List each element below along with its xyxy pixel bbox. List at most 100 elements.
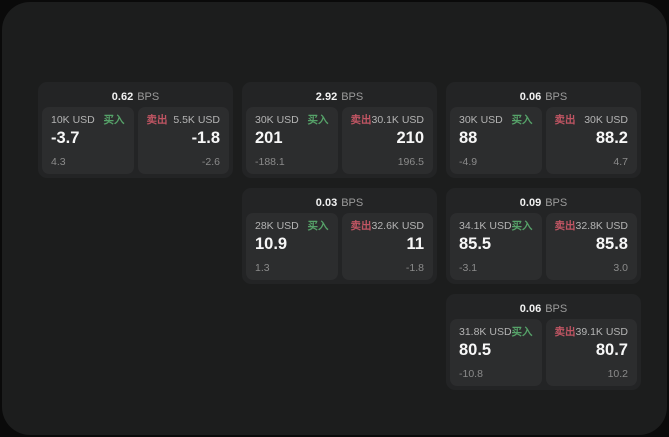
- quote-card-body: 30K USD 买入 88 -4.9 卖出 30K USD 88.2 4.7: [450, 107, 637, 174]
- buy-tile-header: 10K USD 买入: [51, 114, 125, 126]
- sell-delta: 3.0: [613, 262, 628, 274]
- buy-side-label: 买入: [307, 114, 329, 126]
- sell-price: 11: [406, 235, 424, 253]
- sell-side-label: 卖出: [146, 114, 168, 126]
- buy-amount: 30K USD: [459, 114, 503, 126]
- sell-delta: 196.5: [397, 156, 424, 168]
- sell-amount: 30K USD: [584, 114, 628, 126]
- quote-card: 2.92 BPS 30K USD 买入 201 -188.1 卖出 30.1K …: [242, 82, 437, 178]
- buy-delta: -10.8: [459, 368, 483, 380]
- buy-amount: 10K USD: [51, 114, 95, 126]
- bps-value: 0.03: [315, 196, 338, 209]
- quote-card-body: 31.8K USD 买入 80.5 -10.8 卖出 39.1K USD 80.…: [450, 319, 637, 386]
- bps-value: 0.06: [519, 90, 542, 103]
- sell-price: 85.8: [595, 235, 628, 253]
- bps-header: 0.06 BPS: [450, 86, 637, 107]
- buy-price: 201: [255, 129, 283, 147]
- sell-delta: 10.2: [607, 368, 628, 380]
- sell-quote-tile[interactable]: 卖出 30.1K USD 210 196.5: [341, 107, 433, 174]
- bps-unit-label: BPS: [545, 90, 568, 103]
- sell-side-label: 卖出: [350, 114, 372, 126]
- sell-amount: 32.6K USD: [371, 220, 425, 232]
- quote-card-body: 28K USD 买入 10.9 1.3 卖出 32.6K USD 11 -1.8: [246, 213, 433, 280]
- bps-unit-label: BPS: [545, 196, 568, 209]
- buy-delta: -3.1: [459, 262, 478, 274]
- sell-price: -1.8: [191, 129, 220, 147]
- buy-tile-header: 30K USD 买入: [255, 114, 329, 126]
- sell-quote-tile[interactable]: 卖出 32.6K USD 11 -1.8: [341, 213, 433, 280]
- buy-quote-tile[interactable]: 34.1K USD 买入 85.5 -3.1: [450, 213, 542, 280]
- buy-tile-header: 31.8K USD 买入: [459, 326, 533, 338]
- sell-quote-tile[interactable]: 卖出 32.8K USD 85.8 3.0: [545, 213, 637, 280]
- bps-value: 0.09: [519, 196, 542, 209]
- sell-tile-header: 卖出 32.6K USD: [351, 220, 425, 232]
- buy-quote-tile[interactable]: 28K USD 买入 10.9 1.3: [246, 213, 338, 280]
- buy-side-label: 买入: [511, 220, 533, 232]
- buy-tile-header: 28K USD 买入: [255, 220, 329, 232]
- sell-tile-header: 卖出 32.8K USD: [555, 220, 629, 232]
- buy-price: -3.7: [51, 129, 80, 147]
- buy-delta: 4.3: [51, 156, 66, 168]
- bps-value: 2.92: [315, 90, 338, 103]
- sell-delta: 4.7: [613, 156, 628, 168]
- bps-header: 2.92 BPS: [246, 86, 433, 107]
- buy-side-label: 买入: [511, 326, 533, 338]
- bps-header: 0.03 BPS: [246, 192, 433, 213]
- buy-quote-tile[interactable]: 31.8K USD 买入 80.5 -10.8: [450, 319, 542, 386]
- quote-card-body: 10K USD 买入 -3.7 4.3 卖出 5.5K USD -1.8 -2.…: [42, 107, 229, 174]
- quote-card: 0.03 BPS 28K USD 买入 10.9 1.3 卖出 32.6K US…: [242, 188, 437, 284]
- buy-delta: -188.1: [255, 156, 285, 168]
- buy-amount: 30K USD: [255, 114, 299, 126]
- quote-card: 0.06 BPS 30K USD 买入 88 -4.9 卖出 30K USD 8…: [446, 82, 641, 178]
- quote-card: 0.06 BPS 31.8K USD 买入 80.5 -10.8 卖出 39.1…: [446, 294, 641, 390]
- quote-card: 0.09 BPS 34.1K USD 买入 85.5 -3.1 卖出 32.8K…: [446, 188, 641, 284]
- bps-value: 0.06: [519, 302, 542, 315]
- bps-header: 0.62 BPS: [42, 86, 229, 107]
- sell-amount: 39.1K USD: [575, 326, 629, 338]
- buy-quote-tile[interactable]: 30K USD 买入 88 -4.9: [450, 107, 542, 174]
- buy-amount: 34.1K USD: [459, 220, 512, 232]
- buy-side-label: 买入: [103, 114, 125, 126]
- sell-delta: -2.6: [201, 156, 220, 168]
- sell-side-label: 卖出: [554, 220, 576, 232]
- buy-delta: -4.9: [459, 156, 478, 168]
- bps-value: 0.62: [111, 90, 134, 103]
- bps-unit-label: BPS: [137, 90, 160, 103]
- buy-amount: 28K USD: [255, 220, 299, 232]
- buy-price: 80.5: [459, 341, 492, 359]
- sell-delta: -1.8: [405, 262, 424, 274]
- buy-side-label: 买入: [511, 114, 533, 126]
- bps-unit-label: BPS: [341, 196, 364, 209]
- sell-amount: 5.5K USD: [173, 114, 220, 126]
- sell-price: 88.2: [595, 129, 628, 147]
- buy-amount: 31.8K USD: [459, 326, 512, 338]
- buy-price: 85.5: [459, 235, 492, 253]
- quote-card-body: 34.1K USD 买入 85.5 -3.1 卖出 32.8K USD 85.8…: [450, 213, 637, 280]
- buy-quote-tile[interactable]: 10K USD 买入 -3.7 4.3: [42, 107, 134, 174]
- sell-tile-header: 卖出 39.1K USD: [555, 326, 629, 338]
- buy-price: 88: [459, 129, 478, 147]
- buy-delta: 1.3: [255, 262, 270, 274]
- sell-side-label: 卖出: [554, 326, 576, 338]
- sell-quote-tile[interactable]: 卖出 39.1K USD 80.7 10.2: [545, 319, 637, 386]
- quote-card-grid: 0.62 BPS 10K USD 买入 -3.7 4.3 卖出 5.5K USD…: [38, 82, 641, 390]
- quote-card: 0.62 BPS 10K USD 买入 -3.7 4.3 卖出 5.5K USD…: [38, 82, 233, 178]
- sell-amount: 32.8K USD: [575, 220, 629, 232]
- buy-side-label: 买入: [307, 220, 329, 232]
- buy-tile-header: 34.1K USD 买入: [459, 220, 533, 232]
- buy-quote-tile[interactable]: 30K USD 买入 201 -188.1: [246, 107, 338, 174]
- buy-price: 10.9: [255, 235, 288, 253]
- bps-header: 0.06 BPS: [450, 298, 637, 319]
- bps-unit-label: BPS: [341, 90, 364, 103]
- bps-header: 0.09 BPS: [450, 192, 637, 213]
- sell-tile-header: 卖出 30K USD: [555, 114, 629, 126]
- sell-quote-tile[interactable]: 卖出 5.5K USD -1.8 -2.6: [137, 107, 229, 174]
- sell-quote-tile[interactable]: 卖出 30K USD 88.2 4.7: [545, 107, 637, 174]
- sell-tile-header: 卖出 5.5K USD: [147, 114, 221, 126]
- sell-price: 80.7: [595, 341, 628, 359]
- sell-price: 210: [396, 129, 424, 147]
- sell-tile-header: 卖出 30.1K USD: [351, 114, 425, 126]
- buy-tile-header: 30K USD 买入: [459, 114, 533, 126]
- sell-side-label: 卖出: [350, 220, 372, 232]
